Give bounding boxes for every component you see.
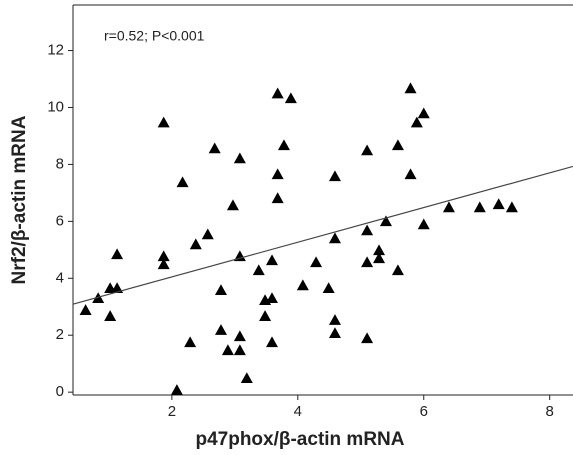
point [184,336,197,348]
point [473,201,486,213]
point [157,258,170,270]
point [361,144,374,156]
point [259,310,272,321]
point [265,336,278,348]
point [157,250,170,262]
y-tick-label: 0 [56,383,64,400]
point [417,218,430,230]
point [284,92,297,104]
point [111,248,124,260]
point [328,327,341,339]
point [233,344,246,356]
point [328,170,341,182]
point [379,215,392,227]
point [296,279,309,291]
x-tick-label: 8 [546,403,554,420]
point [214,324,227,335]
point [404,82,417,94]
x-tick-label: 4 [294,403,302,420]
point [442,201,455,213]
annotation: r=0.52; P<0.001 [104,28,205,44]
point [208,142,221,154]
point [170,384,183,395]
point [310,256,323,268]
point [201,228,214,240]
point [111,282,124,294]
point [391,264,404,276]
point [240,372,253,384]
point [157,116,170,128]
point [391,139,404,151]
y-tick-label: 12 [47,42,64,59]
y-axis-label: Nrf2/β-actin mRNA [9,115,30,284]
point [221,344,234,356]
y-tick-label: 4 [56,269,64,286]
point [79,304,92,315]
point [233,152,246,164]
point [505,201,518,213]
point [404,168,417,180]
point [373,244,386,256]
y-tick-label: 2 [56,326,64,343]
point [265,254,278,266]
point [104,310,117,321]
point [226,199,239,211]
point [271,192,284,204]
point [361,256,374,268]
point [361,332,374,344]
x-tick-label: 2 [168,403,176,420]
point [373,252,386,264]
point [322,282,335,294]
point [417,107,430,119]
y-tick-label: 6 [56,212,64,229]
point [361,224,374,236]
point [252,264,265,276]
point [233,330,246,342]
point [271,168,284,180]
point [328,314,341,325]
x-axis-label: p47phox/β-actin mRNA [195,429,404,450]
point [176,176,189,188]
point [492,198,505,210]
point [410,116,423,128]
point [328,232,341,244]
point [265,292,278,304]
y-tick-label: 10 [47,98,64,115]
point [189,238,202,250]
point [271,87,284,99]
point [214,284,227,296]
x-tick-label: 6 [420,403,428,420]
y-tick-label: 8 [56,155,64,172]
fit-line [72,165,573,305]
point [277,139,290,151]
